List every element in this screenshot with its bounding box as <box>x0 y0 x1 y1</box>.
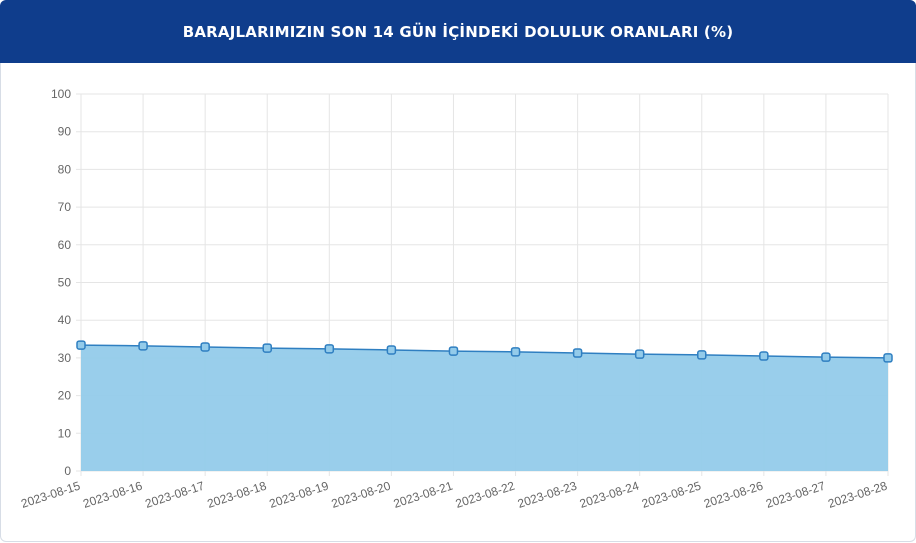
x-tick-label: 2023-08-18 <box>205 478 268 510</box>
point <box>634 349 645 359</box>
y-tick-label: 100 <box>51 87 71 101</box>
point <box>76 340 86 350</box>
x-tick-label: 2023-08-21 <box>392 478 455 510</box>
y-tick-label: 60 <box>58 238 72 252</box>
x-tick-label: 2023-08-22 <box>454 478 517 510</box>
y-tick-label: 0 <box>64 464 71 478</box>
y-tick-label: 20 <box>58 389 72 403</box>
point <box>821 352 831 362</box>
point <box>262 343 272 353</box>
y-tick-label: 40 <box>58 313 72 327</box>
x-tick-label: 2023-08-26 <box>702 478 765 510</box>
point <box>697 350 707 360</box>
x-tick-label: 2023-08-25 <box>640 478 703 510</box>
point <box>324 344 335 354</box>
y-tick-label: 10 <box>58 426 72 440</box>
chart-title: BARAJLARIMIZIN SON 14 GÜN İÇİNDEKİ DOLUL… <box>0 0 916 63</box>
point <box>883 353 893 363</box>
x-tick-label: 2023-08-24 <box>578 478 641 510</box>
x-tick-label: 2023-08-23 <box>516 478 579 510</box>
x-tick-label: 2023-08-27 <box>764 478 827 510</box>
x-tick-label: 2023-08-15 <box>19 478 82 510</box>
y-tick-label: 30 <box>58 351 72 365</box>
x-tick-label: 2023-08-17 <box>143 478 206 510</box>
x-tick-label: 2023-08-19 <box>268 478 331 510</box>
line <box>80 344 889 359</box>
y-tick-label: 90 <box>58 125 72 139</box>
point <box>200 342 210 352</box>
point <box>448 346 459 356</box>
y-tick-label: 80 <box>58 162 72 176</box>
point <box>510 347 521 357</box>
y-tick-label: 70 <box>58 200 72 214</box>
x-tick-label: 2023-08-28 <box>826 478 889 510</box>
x-tick-label: 2023-08-16 <box>81 478 144 510</box>
point <box>759 351 769 361</box>
x-tick-label: 2023-08-20 <box>330 478 393 510</box>
area <box>81 345 888 471</box>
point <box>572 348 583 358</box>
y-tick-label: 50 <box>58 276 72 290</box>
point <box>138 341 148 351</box>
point <box>386 345 397 355</box>
